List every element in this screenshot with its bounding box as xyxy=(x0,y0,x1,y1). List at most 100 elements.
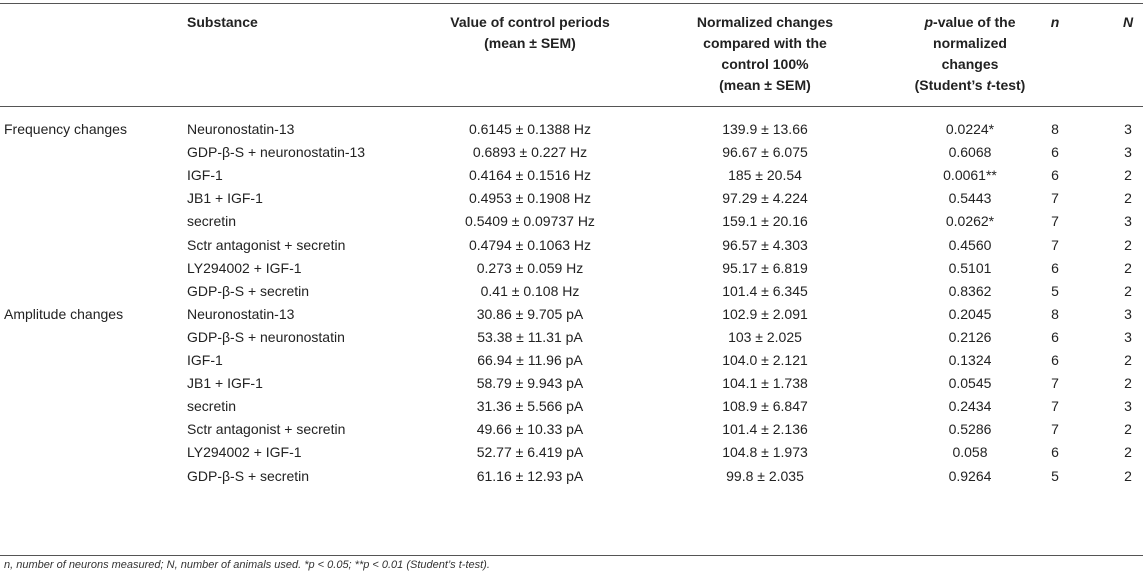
cell-control: 61.16 ± 12.93 pA xyxy=(476,467,584,484)
cell-pvalue: 0.058 xyxy=(952,444,988,461)
header-normalized: Normalized changes compared with the con… xyxy=(640,12,890,96)
cell-normalized: 99.8 ± 2.035 xyxy=(726,467,804,484)
cell-n: 8 xyxy=(1051,121,1059,137)
cell-pvalue: 0.6068 xyxy=(948,144,992,161)
table-row: GDP-β-S + neuronostatin-13 0.6893 ± 0.227… xyxy=(0,141,1143,164)
cell-pvalue: 0.2126 xyxy=(948,328,992,345)
header-control: Value of control periods (mean ± SEM) xyxy=(400,12,660,54)
cell-pvalue: 0.2045 xyxy=(948,305,992,322)
cell-substance: secretin xyxy=(187,398,237,415)
cell-control: 66.94 ± 11.96 pA xyxy=(477,352,583,368)
cell-substance: Neuronostatin-13 xyxy=(187,121,295,137)
cell-N: 3 xyxy=(1124,121,1132,137)
cell-substance: IGF-1 xyxy=(187,352,223,368)
cell-pvalue: 0.0262* xyxy=(945,213,995,230)
header-N: N xyxy=(1118,12,1138,33)
cell-n: 8 xyxy=(1051,305,1059,322)
header-pval-line4-pre: (Student’s xyxy=(914,77,987,93)
header-control-line2: (mean ± SEM) xyxy=(484,35,576,51)
cell-substance: GDP-β-S + neuronostatin xyxy=(187,328,345,345)
table-row: LY294002 + IGF-1 0.273 ± 0.059 Hz 95.17 ± … xyxy=(0,257,1143,280)
cell-n: 7 xyxy=(1051,190,1059,207)
header-n-label: n xyxy=(1050,14,1060,30)
cell-N: 3 xyxy=(1124,398,1132,415)
cell-control: 0.4164 ± 0.1516 Hz xyxy=(468,167,592,184)
cell-pvalue: 0.5443 xyxy=(948,190,992,207)
table-row: GDP-β-S + secretin 61.16 ± 12.93 pA 99.8 ±… xyxy=(0,465,1143,488)
table-row: IGF-1 66.94 ± 11.96 pA 104.0 ± 2.121 0.1324… xyxy=(0,349,1143,372)
cell-pvalue: 0.0224* xyxy=(945,121,995,137)
cell-normalized: 101.4 ± 6.345 xyxy=(722,282,808,299)
header-pval-line1-rest: -value of the xyxy=(933,14,1016,30)
cell-pvalue: 0.2434 xyxy=(948,398,992,415)
header-norm-line3: control 100% xyxy=(721,56,809,72)
cell-N: 3 xyxy=(1124,213,1132,230)
table-bottom-rule xyxy=(0,555,1143,556)
table-row: GDP-β-S + secretin 0.41 ± 0.108 Hz 101.4 ±… xyxy=(0,280,1143,303)
table-row: IGF-1 0.4164 ± 0.1516 Hz 185 ± 20.54 0.0061… xyxy=(0,164,1143,187)
cell-pvalue: 0.0545 xyxy=(948,375,992,392)
cell-normalized: 185 ± 20.54 xyxy=(728,167,802,184)
cell-control: 52.77 ± 6.419 pA xyxy=(476,444,584,461)
cell-normalized: 101.4 ± 2.136 xyxy=(722,421,808,438)
cell-substance: secretin xyxy=(187,213,237,230)
table-header-rule xyxy=(0,106,1143,107)
cell-normalized: 159.1 ± 20.16 xyxy=(722,213,808,230)
cell-control: 0.5409 ± 0.09737 Hz xyxy=(465,213,595,230)
cell-n: 6 xyxy=(1051,167,1059,184)
cell-normalized: 139.9 ± 13.66 xyxy=(722,121,808,137)
cell-substance: Sctr antagonist + secretin xyxy=(187,236,346,253)
cell-substance: IGF-1 xyxy=(187,167,223,184)
cell-substance: GDP-β-S + neuronostatin-13 xyxy=(187,144,366,161)
cell-N: 3 xyxy=(1124,144,1132,161)
cell-control: 53.38 ± 11.31 pA xyxy=(477,328,583,345)
cell-n: 7 xyxy=(1051,421,1059,438)
header-pval-p: p xyxy=(924,14,934,30)
cell-n: 7 xyxy=(1051,213,1059,230)
cell-n: 6 xyxy=(1051,328,1059,345)
header-norm-line2: compared with the xyxy=(703,35,827,51)
header-pval-line4: (Student’s t-test) xyxy=(860,75,1080,96)
cell-control: 0.4794 ± 0.1063 Hz xyxy=(468,236,592,253)
header-n: n xyxy=(1040,12,1070,33)
cell-N: 2 xyxy=(1124,375,1132,392)
table-row: Frequency changes Neuronostatin-13 0.6145 … xyxy=(0,118,1143,141)
table-row: secretin 0.5409 ± 0.09737 Hz 159.1 ± 20.16… xyxy=(0,210,1143,233)
cell-substance: LY294002 + IGF-1 xyxy=(187,444,302,461)
table-row: GDP-β-S + neuronostatin 53.38 ± 11.31 pA 1… xyxy=(0,326,1143,349)
cell-substance: JB1 + IGF-1 xyxy=(187,375,263,392)
cell-normalized: 95.17 ± 6.819 xyxy=(722,259,808,276)
table-top-rule xyxy=(0,3,1143,4)
cell-substance: Neuronostatin-13 xyxy=(187,305,295,322)
cell-n: 7 xyxy=(1051,375,1059,392)
header-pval-line2: normalized xyxy=(933,35,1007,51)
cell-pvalue: 0.4560 xyxy=(948,236,992,253)
cell-substance: GDP-β-S + secretin xyxy=(187,282,310,299)
cell-group: Frequency changes xyxy=(4,121,127,137)
cell-substance: GDP-β-S + secretin xyxy=(187,467,310,484)
cell-pvalue: 0.5286 xyxy=(948,421,992,438)
table-row: secretin 31.36 ± 5.566 pA 108.9 ± 6.847 0.2… xyxy=(0,395,1143,418)
cell-N: 2 xyxy=(1124,352,1132,368)
cell-normalized: 103 ± 2.025 xyxy=(728,328,802,345)
cell-normalized: 97.29 ± 4.224 xyxy=(722,190,808,207)
cell-N: 3 xyxy=(1124,328,1132,345)
cell-control: 0.4953 ± 0.1908 Hz xyxy=(468,190,592,207)
cell-control: 0.6893 ± 0.227 Hz xyxy=(472,144,588,161)
header-norm-line4: (mean ± SEM) xyxy=(719,77,811,93)
table-footnote: n, number of neurons measured; N, number… xyxy=(4,559,490,571)
header-control-line1: Value of control periods xyxy=(450,14,610,30)
table-row: Sctr antagonist + secretin 49.66 ± 10.33 … xyxy=(0,418,1143,441)
cell-N: 2 xyxy=(1124,259,1132,276)
cell-control: 31.36 ± 5.566 pA xyxy=(476,398,584,415)
cell-substance: LY294002 + IGF-1 xyxy=(187,259,302,276)
table-row: Amplitude changes Neuronostatin-13 30.86 ±… xyxy=(0,303,1143,326)
cell-normalized: 104.8 ± 1.973 xyxy=(722,444,808,461)
cell-substance: JB1 + IGF-1 xyxy=(187,190,263,207)
cell-normalized: 96.57 ± 4.303 xyxy=(722,236,808,253)
cell-substance: Sctr antagonist + secretin xyxy=(187,421,346,438)
cell-n: 7 xyxy=(1051,236,1059,253)
table-row: Sctr antagonist + secretin 0.4794 ± 0.106… xyxy=(0,234,1143,257)
table-row: LY294002 + IGF-1 52.77 ± 6.419 pA 104.8 ± … xyxy=(0,441,1143,464)
cell-normalized: 102.9 ± 2.091 xyxy=(722,305,808,322)
